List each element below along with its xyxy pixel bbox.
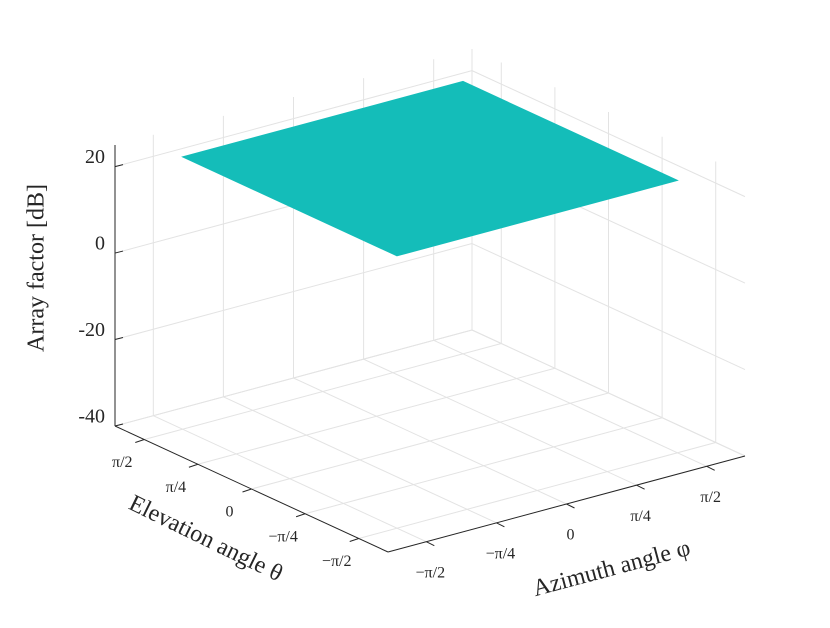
grid-line <box>144 343 502 441</box>
y-tick <box>242 488 252 493</box>
x-tick-label: π/4 <box>630 508 651 525</box>
surface-layer <box>181 80 679 257</box>
z-axis-label: Array factor [dB] <box>24 184 50 352</box>
y-tick <box>295 513 306 518</box>
x-tick-label: π/2 <box>700 489 721 506</box>
grid-line <box>471 70 746 198</box>
x-tick <box>496 522 505 528</box>
z-tick <box>114 337 124 341</box>
grid-line <box>114 70 473 168</box>
grid-line <box>197 367 556 465</box>
y-tick-label: π/4 <box>166 479 187 496</box>
x-tick <box>426 541 435 547</box>
z-tick <box>114 164 124 168</box>
x-tick-label: 0 <box>567 527 575 544</box>
y-tick-label: 0 <box>226 504 234 521</box>
y-tick <box>349 538 359 542</box>
y-tick-label: −π/4 <box>268 528 298 545</box>
x-tick <box>706 465 715 471</box>
z-tick <box>114 250 124 254</box>
z-tick-label: -20 <box>78 319 105 341</box>
z-tick <box>114 423 124 427</box>
y-tick-label: −π/2 <box>322 553 352 570</box>
grid-line <box>114 243 473 341</box>
grid-line <box>304 417 663 515</box>
x-tick <box>636 484 645 490</box>
z-tick-label: -40 <box>78 406 105 428</box>
grid-line <box>251 392 609 490</box>
grid-line <box>358 441 716 539</box>
x-tick-label: −π/2 <box>416 564 446 581</box>
y-axis-label: Elevation angle θ <box>125 490 287 587</box>
x-tick-label: −π/4 <box>486 546 516 563</box>
grid-line <box>471 329 746 457</box>
y-tick <box>135 439 145 443</box>
surface-patch <box>181 80 679 257</box>
z-tick-label: 0 <box>95 233 105 255</box>
x-axis-label: Azimuth angle φ <box>530 535 693 602</box>
y-tick <box>188 463 199 468</box>
z-tick-label: 20 <box>85 146 105 168</box>
grid-line <box>471 243 746 370</box>
grid-line <box>114 329 473 427</box>
y-tick-label: π/2 <box>112 454 133 471</box>
x-tick <box>566 503 575 509</box>
axes-layer: -40 -20 0 20 −π/2 −π/4 0 π/4 π/2 −π/2 −π/4 0 π/4 π/2 <box>78 145 746 581</box>
